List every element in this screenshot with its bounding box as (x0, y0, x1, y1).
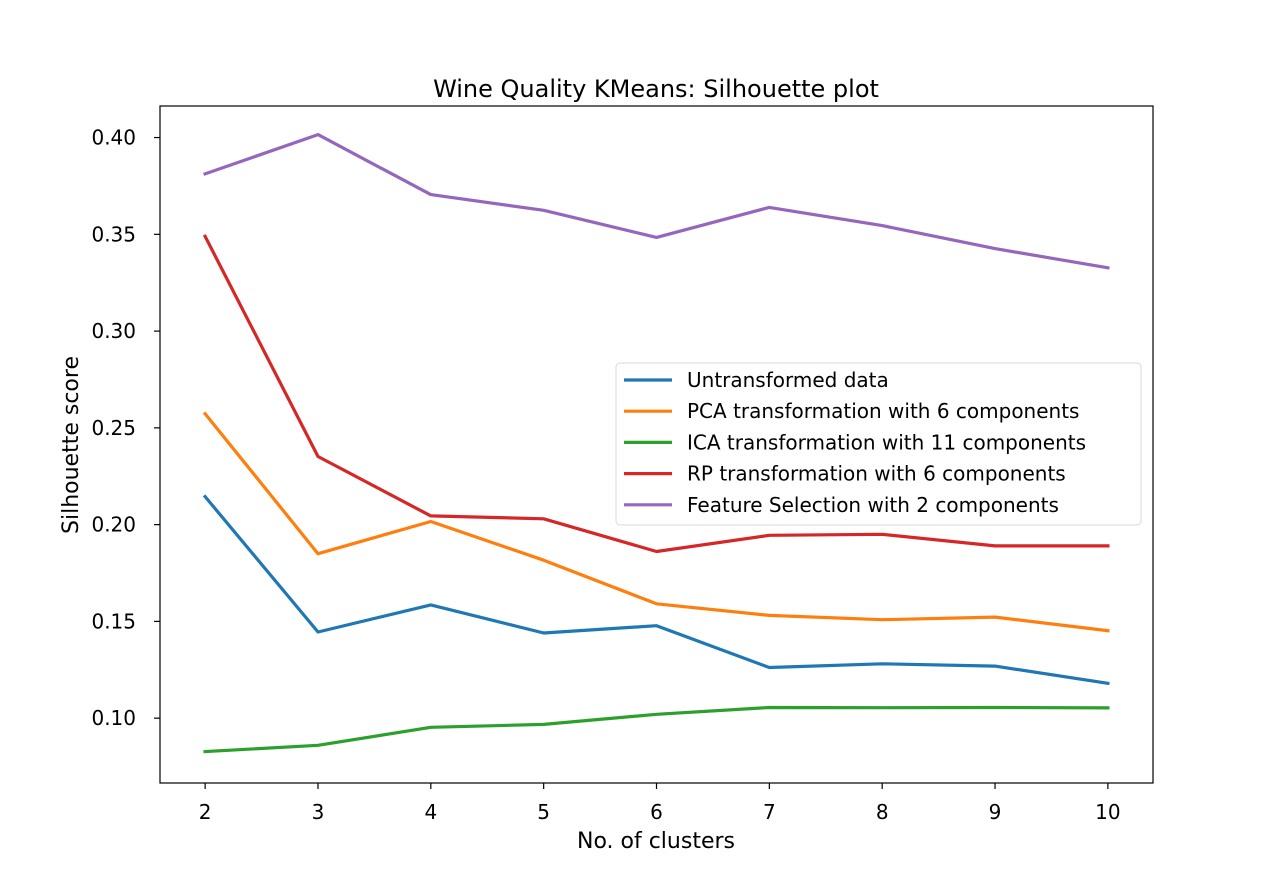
x-tick-label: 10 (1095, 800, 1120, 824)
y-tick-label: 0.15 (91, 609, 136, 633)
x-tick-label: 9 (989, 800, 1002, 824)
legend-label-5: Feature Selection with 2 components (687, 493, 1059, 517)
axis-ticks: 2 3 4 5 6 7 8 9 10 0.10 0.15 0.20 0.25 0.30 0.35 0.40 (91, 126, 1120, 824)
x-tick-label: 5 (537, 800, 550, 824)
legend-label-3: ICA transformation with 11 components (687, 430, 1086, 454)
series-line-5 (203, 133, 1110, 270)
plot-area-frame (159, 105, 1154, 784)
y-axis-label: Silhouette score (59, 356, 84, 534)
x-tick-label: 2 (199, 800, 212, 824)
legend-box (615, 362, 1142, 526)
x-tick-label: 6 (650, 800, 663, 824)
x-tick-label: 3 (312, 800, 325, 824)
y-tick-label: 0.10 (91, 706, 136, 730)
x-tick-label: 4 (424, 800, 437, 824)
series-line-2 (202, 411, 1110, 633)
legend: Untransformed data PCA transformation wit… (615, 362, 1142, 526)
x-tick-label: 7 (763, 800, 776, 824)
series-layer (202, 133, 1110, 754)
y-tick-label: 0.40 (91, 126, 136, 150)
series-line-4 (202, 234, 1110, 554)
x-tick-label: 8 (876, 800, 889, 824)
chart-title: Wine Quality KMeans: Silhouette plot (433, 75, 879, 103)
legend-label-4: RP transformation with 6 components (687, 462, 1066, 486)
y-tick-label: 0.25 (91, 416, 136, 440)
series-line-1 (202, 494, 1110, 686)
legend-label-1: Untransformed data (687, 368, 889, 392)
x-axis-label: No. of clusters (577, 829, 735, 854)
series-line-3 (203, 705, 1110, 754)
y-tick-label: 0.35 (91, 222, 136, 246)
y-tick-label: 0.20 (91, 513, 136, 537)
y-tick-label: 0.30 (91, 319, 136, 343)
legend-label-2: PCA transformation with 6 components (687, 399, 1079, 423)
